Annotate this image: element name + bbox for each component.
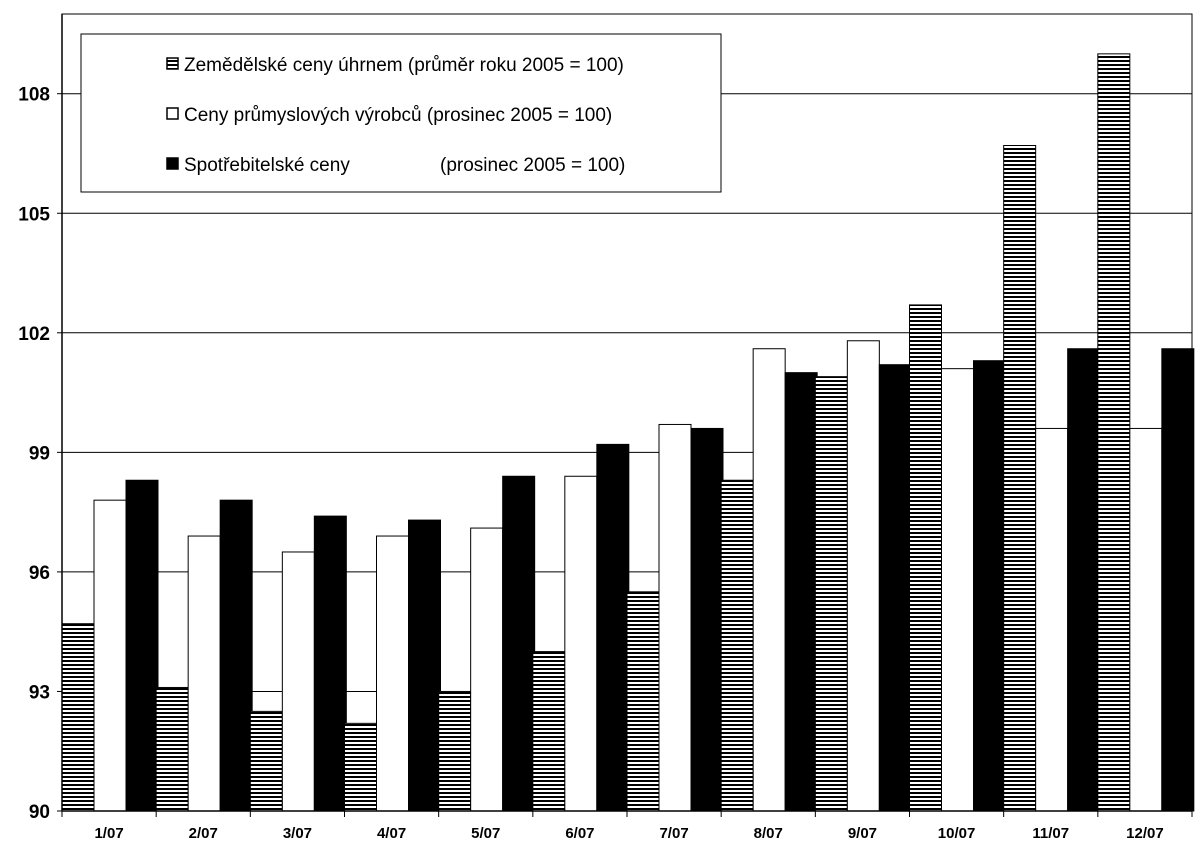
bars [61, 53, 1195, 812]
bar-industrial [564, 475, 598, 812]
bar-consumer [313, 515, 347, 812]
bar-consumer [973, 360, 1006, 812]
legend-key [166, 57, 179, 70]
x-tick-label: 8/07 [754, 825, 783, 842]
bar-consumer [1161, 348, 1195, 812]
bar-agricultural [438, 690, 472, 812]
legend-key [166, 157, 179, 170]
x-tick-labels: 1/07 2/07 3/07 4/07 5/07 6/07 7/07 8/07 9/07 10/0… [94, 825, 1163, 842]
legend-label: Spotřebitelské ceny [184, 155, 350, 176]
bar-industrial [281, 551, 315, 812]
bar-industrial [376, 535, 409, 812]
bar-industrial [1129, 427, 1163, 812]
bar-consumer [596, 443, 630, 812]
bar-agricultural [1097, 53, 1131, 812]
x-tick-label: 5/07 [471, 825, 500, 842]
legend-label: Ceny průmyslových výrobců (prosinec 2005… [184, 105, 612, 126]
x-tick-label: 7/07 [659, 825, 688, 842]
x-tick-label: 1/07 [94, 825, 123, 842]
bar-agricultural [155, 686, 189, 812]
legend-key [166, 107, 179, 120]
x-tick-label: 10/07 [938, 825, 976, 842]
bar-agricultural [1003, 145, 1037, 812]
y-tick-label: 96 [29, 563, 50, 584]
bar-consumer [502, 475, 536, 812]
bar-industrial [1035, 427, 1069, 812]
bar-agricultural [909, 304, 942, 812]
bar-consumer [408, 519, 441, 812]
bar-industrial [187, 535, 221, 812]
bar-agricultural [61, 623, 95, 812]
y-tick-label: 93 [29, 682, 50, 703]
bar-consumer [219, 499, 253, 812]
x-tick-label: 6/07 [565, 825, 594, 842]
bar-industrial [941, 368, 974, 812]
bar-agricultural [814, 376, 848, 812]
bar-consumer [784, 372, 818, 812]
x-tick-label: 9/07 [848, 825, 877, 842]
x-tick-label: 12/07 [1126, 825, 1164, 842]
bar-industrial [658, 423, 692, 812]
x-tick-label: 4/07 [377, 825, 406, 842]
bar-industrial [752, 348, 786, 812]
bar-industrial [846, 340, 880, 812]
y-tick-labels: 90 93 96 99 102 105 108 [18, 85, 50, 823]
x-tick-label: 11/07 [1032, 825, 1069, 842]
legend-box [80, 33, 722, 193]
legend: Zemědělské ceny úhrnem (průměr roku 2005… [80, 33, 722, 193]
legend-label-suffix: (prosinec 2005 = 100) [440, 155, 625, 176]
bar-agricultural [626, 591, 660, 812]
bar-agricultural [344, 722, 377, 812]
x-tick-label: 2/07 [189, 825, 218, 842]
bar-agricultural [249, 710, 283, 812]
y-tick-label: 99 [29, 443, 50, 464]
bar-consumer [1067, 348, 1101, 812]
x-tick-label: 3/07 [283, 825, 312, 842]
bar-consumer [878, 364, 912, 812]
bar-consumer [690, 427, 724, 812]
bar-agricultural [532, 651, 566, 812]
y-tick-label: 105 [18, 204, 50, 225]
y-tick-label: 90 [29, 802, 50, 823]
bar-industrial [93, 499, 127, 812]
bar-industrial [470, 527, 504, 812]
axes [57, 14, 1193, 817]
legend-label: Zemědělské ceny úhrnem (průměr roku 2005… [184, 55, 624, 76]
bar-consumer [125, 479, 159, 812]
y-tick-label: 102 [18, 324, 50, 345]
y-tick-label: 108 [18, 85, 50, 106]
bar-agricultural [720, 479, 754, 812]
